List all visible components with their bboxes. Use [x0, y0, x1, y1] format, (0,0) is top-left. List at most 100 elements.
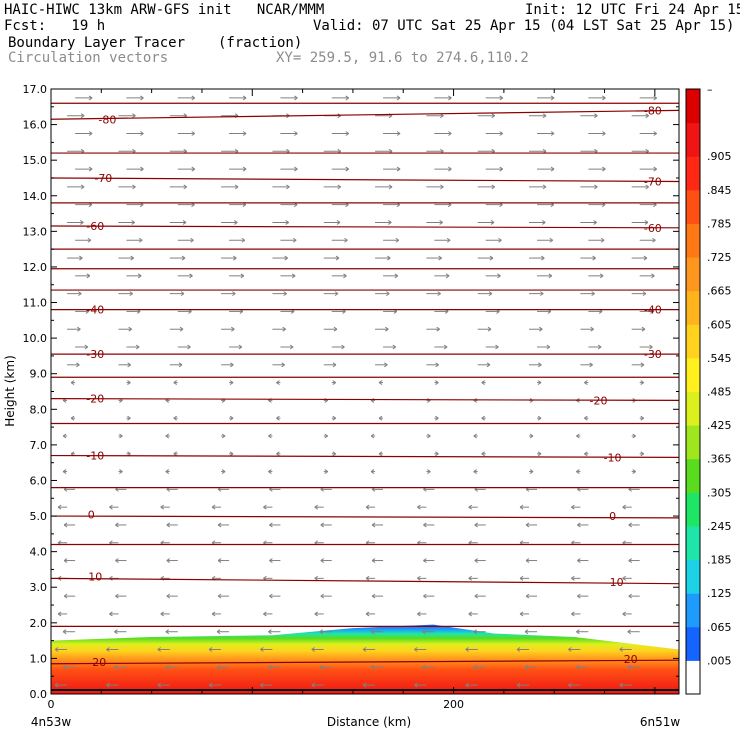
vector-arrow — [169, 255, 186, 261]
y-tick-label: 13.0 — [23, 225, 48, 238]
vector-arrow — [568, 647, 581, 652]
vector-arrow — [473, 629, 486, 635]
vector-arrow — [166, 522, 178, 528]
vector-arrow — [537, 273, 553, 279]
colorbar: .005 .065 .125 .185 .245 .305 .365 .425 .485 .545… — [685, 83, 732, 695]
colorbar-swatch — [686, 492, 700, 527]
contour-label: -10 — [604, 451, 622, 464]
vector-arrow — [537, 237, 554, 243]
vector-arrow — [588, 273, 604, 279]
vector-arrow — [217, 558, 230, 563]
vector-arrow — [106, 647, 119, 652]
vector-arrow — [221, 255, 237, 261]
vector-arrow — [639, 451, 644, 457]
vector-arrow — [485, 237, 502, 243]
vector-arrow — [331, 344, 345, 350]
vector-arrow — [165, 629, 178, 635]
contour-label: -20 — [86, 393, 104, 406]
vector-arrow — [67, 184, 85, 190]
colorbar-swatch — [686, 660, 700, 695]
vector-arrow — [370, 664, 384, 670]
vector-arrow — [370, 629, 384, 635]
vector-arrow — [118, 469, 123, 474]
vector-arrow — [473, 664, 486, 670]
vector-arrow — [63, 522, 76, 528]
vector-arrow — [118, 113, 136, 119]
vector-arrow — [628, 558, 640, 563]
colorbar-swatch — [686, 89, 700, 124]
vector-arrow — [118, 326, 132, 332]
vector-arrow — [426, 220, 443, 225]
vector-arrow — [378, 451, 384, 457]
y-axis-label: Height (km) — [3, 355, 17, 426]
y-axis: 0.0 1.0 2.0 3.0 4.0 5.0 6.0 7.0 8.0 9.0 10.0 11.0 12… — [23, 83, 679, 701]
vector-arrow — [229, 451, 234, 457]
colorbar-label: .365 — [707, 453, 732, 466]
vector-arrow — [208, 682, 222, 688]
vector-arrow — [627, 664, 640, 670]
vector-arrow — [311, 682, 324, 688]
vector-arrow — [211, 504, 222, 510]
vector-arrow — [115, 558, 127, 563]
vector-arrow — [580, 220, 597, 225]
colorbar-swatch — [686, 290, 700, 325]
y-tick-label: 11.0 — [23, 297, 48, 310]
colorbar-label: .665 — [707, 285, 732, 298]
vector-arrow — [229, 131, 247, 136]
vector-arrow — [114, 664, 127, 670]
vector-arrow — [126, 95, 144, 101]
colorbar-label: .185 — [707, 554, 732, 567]
y-tick-label: 4.0 — [30, 546, 48, 559]
vector-arrow — [529, 113, 547, 119]
colorbar-label: .425 — [707, 419, 732, 432]
contour-line — [51, 177, 679, 183]
vector-arrow — [208, 647, 222, 652]
y-tick-label: 12.0 — [23, 261, 48, 274]
vector-arrow — [481, 415, 486, 421]
vector-arrow — [529, 326, 543, 332]
circulation-vectors — [54, 95, 657, 688]
vector-arrow — [229, 380, 234, 386]
vector-arrow — [639, 131, 657, 136]
vector-arrow — [320, 593, 332, 599]
colorbar-label: .785 — [707, 217, 732, 230]
vector-arrow — [580, 362, 593, 368]
colorbar-label: .605 — [707, 318, 732, 331]
colorbar-label: .905 — [707, 150, 732, 163]
vector-arrow — [434, 95, 452, 101]
vector-arrow — [371, 522, 384, 528]
y-tick-label: 9.0 — [30, 368, 48, 381]
vector-arrow — [631, 255, 648, 261]
contour-line — [51, 109, 679, 120]
vector-arrow — [280, 131, 298, 136]
y-tick-label: 8.0 — [30, 403, 48, 416]
contour-label: 10 — [88, 571, 102, 584]
vector-arrow — [67, 113, 85, 119]
vector-arrow — [118, 220, 135, 225]
vector-arrow — [272, 291, 287, 297]
vector-arrow — [588, 166, 606, 172]
vector-arrow — [584, 380, 589, 386]
vector-arrow — [434, 380, 439, 386]
vector-arrow — [375, 255, 391, 261]
vector-arrow — [485, 273, 501, 279]
vector-arrow — [160, 611, 170, 617]
colorbar-swatch — [686, 593, 700, 628]
y-tick-label: 16.0 — [23, 119, 48, 132]
vector-arrow — [272, 220, 289, 225]
contour-line — [51, 659, 679, 665]
vector-arrow — [584, 451, 589, 457]
vector-arrow — [414, 647, 427, 652]
vector-arrow — [639, 95, 657, 101]
vector-arrow — [426, 255, 442, 261]
vector-arrow — [260, 682, 273, 688]
vector-arrow — [525, 593, 538, 599]
vector-arrow — [126, 166, 144, 172]
vector-arrow — [639, 344, 653, 350]
vector-arrow — [75, 344, 89, 350]
contour-label: -10 — [86, 450, 104, 463]
vector-arrow — [75, 273, 91, 279]
vector-arrow — [434, 273, 450, 279]
vector-arrow — [529, 469, 534, 474]
vector-arrow — [423, 593, 435, 599]
